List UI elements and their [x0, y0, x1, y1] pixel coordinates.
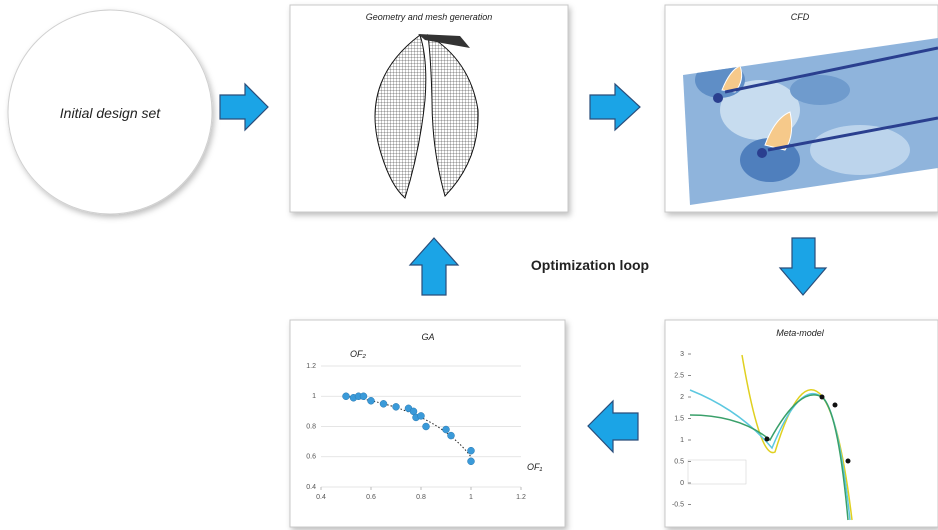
arrow-left [588, 401, 638, 452]
x-tick-label: 0.6 [366, 494, 376, 501]
arrow-down [780, 238, 826, 295]
scatter-point [360, 393, 367, 400]
scatter-point [443, 426, 450, 433]
x-tick-label: 0.8 [416, 494, 426, 501]
diagram: Initial design set Optimization loop Geo… [0, 0, 938, 530]
y-tick-label: 1.2 [306, 363, 316, 370]
y-tick-label: 3 [680, 351, 684, 358]
arrow-right [590, 84, 640, 130]
scatter-point [448, 432, 455, 439]
panel-title: Meta-model [776, 328, 825, 338]
y-tick-label: 2 [680, 394, 684, 401]
y-tick-label: 0.6 [306, 454, 316, 461]
panel-title: GA [421, 332, 434, 342]
meta-point [765, 437, 770, 442]
scatter-point [368, 397, 375, 404]
y-tick-label: 0.5 [674, 458, 684, 465]
y-tick-label: -0.5 [672, 501, 684, 508]
loop-label: Optimization loop [531, 257, 649, 273]
meta-legend [688, 460, 746, 484]
arrow-up [410, 238, 458, 295]
x-tick-label: 1.2 [516, 494, 526, 501]
meta-panel [665, 320, 938, 527]
panel-title: Geometry and mesh generation [366, 12, 493, 22]
x-tick-label: 1 [469, 494, 473, 501]
arrow-right [220, 84, 268, 130]
y-tick-label: 1 [312, 393, 316, 400]
y-tick-label: 0 [680, 480, 684, 487]
scatter-point [418, 412, 425, 419]
y-tick-label: 0.4 [306, 484, 316, 491]
y-axis-label: OF₂ [350, 349, 366, 359]
scatter-point [468, 458, 475, 465]
scatter-point [423, 423, 430, 430]
initial-label: Initial design set [60, 105, 162, 121]
scatter-point [393, 403, 400, 410]
y-tick-label: 0.8 [306, 423, 316, 430]
y-tick-label: 2.5 [674, 372, 684, 379]
y-tick-label: 1 [680, 437, 684, 444]
meta-point [846, 459, 851, 464]
panel-title: CFD [791, 12, 810, 22]
y-tick-label: 1.5 [674, 415, 684, 422]
scatter-point [343, 393, 350, 400]
meta-point [833, 403, 838, 408]
meta-point [820, 395, 825, 400]
x-axis-label: OF₁ [527, 462, 542, 472]
scatter-point [468, 447, 475, 454]
x-tick-label: 0.4 [316, 494, 326, 501]
scatter-point [380, 400, 387, 407]
